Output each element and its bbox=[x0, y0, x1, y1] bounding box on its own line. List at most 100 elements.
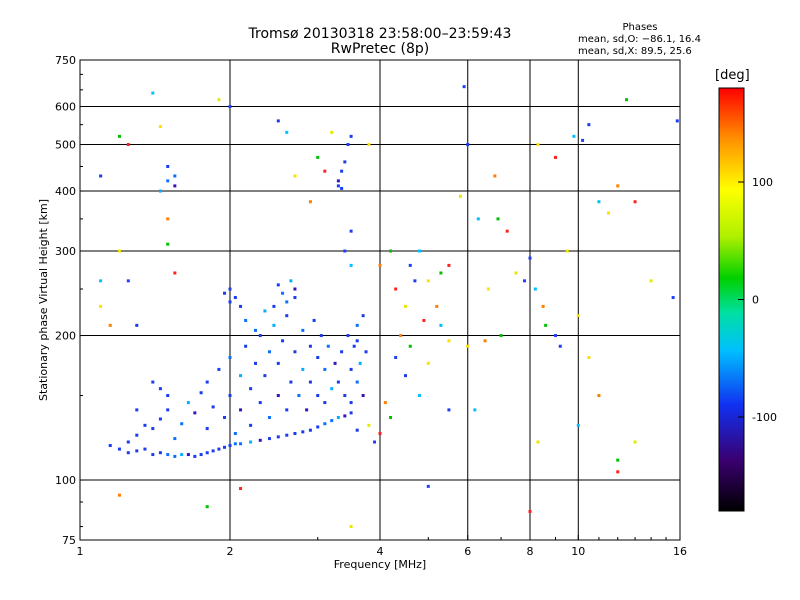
data-point bbox=[361, 394, 365, 398]
data-point bbox=[217, 367, 221, 371]
phase-stats-o-mode: mean, sd,O: −86.1, 16.4 bbox=[578, 34, 701, 45]
data-point bbox=[447, 339, 451, 343]
data-point bbox=[272, 304, 276, 308]
data-point bbox=[239, 304, 243, 308]
data-point bbox=[173, 437, 177, 441]
data-point bbox=[186, 401, 190, 405]
data-point bbox=[199, 391, 203, 395]
data-point bbox=[126, 279, 130, 283]
data-point bbox=[258, 401, 262, 405]
data-point bbox=[166, 179, 170, 183]
data-point bbox=[285, 300, 289, 304]
data-point bbox=[597, 394, 601, 398]
data-point bbox=[330, 419, 334, 423]
data-point bbox=[349, 229, 353, 233]
data-point bbox=[358, 361, 362, 365]
data-point bbox=[352, 344, 356, 348]
data-point bbox=[173, 184, 177, 188]
data-point bbox=[633, 200, 637, 204]
data-point bbox=[349, 263, 353, 267]
data-point bbox=[228, 355, 232, 359]
colorbar-ticks: 100 0 -100 bbox=[738, 176, 777, 424]
data-point bbox=[316, 394, 320, 398]
data-point bbox=[166, 242, 170, 246]
data-point bbox=[186, 453, 190, 457]
data-point bbox=[553, 155, 557, 159]
data-point bbox=[223, 291, 227, 295]
data-point bbox=[403, 304, 407, 308]
y-tick-label: 100 bbox=[55, 474, 76, 487]
data-point bbox=[514, 271, 518, 275]
data-point bbox=[553, 334, 557, 338]
colorbar-tick-label: -100 bbox=[752, 411, 777, 424]
data-point bbox=[576, 314, 580, 318]
data-point bbox=[126, 440, 130, 444]
data-point bbox=[143, 447, 147, 451]
data-point bbox=[249, 387, 253, 391]
data-point bbox=[117, 249, 121, 253]
data-point bbox=[361, 314, 365, 318]
data-point bbox=[166, 408, 170, 412]
data-point bbox=[349, 411, 353, 415]
data-point bbox=[151, 91, 155, 95]
x-tick-label: 2 bbox=[227, 545, 234, 558]
data-point bbox=[349, 401, 353, 405]
data-point bbox=[417, 394, 421, 398]
data-point bbox=[394, 355, 398, 359]
x-tick-label: 10 bbox=[571, 545, 585, 558]
data-point bbox=[285, 130, 289, 134]
data-point bbox=[293, 350, 297, 354]
data-point bbox=[249, 440, 253, 444]
data-point bbox=[239, 442, 243, 446]
data-point bbox=[336, 184, 340, 188]
data-point bbox=[158, 189, 162, 193]
data-point bbox=[565, 249, 569, 253]
data-point bbox=[233, 432, 237, 436]
y-tick-label: 300 bbox=[55, 245, 76, 258]
data-point bbox=[293, 296, 297, 300]
data-point bbox=[536, 143, 540, 147]
axis-ticks: 1 2 4 6 8 10 16 75 100 200 300 400 500 600 750 bbox=[55, 54, 687, 558]
x-tick-label: 6 bbox=[464, 545, 471, 558]
data-point bbox=[285, 433, 289, 437]
data-point bbox=[126, 451, 130, 455]
data-point bbox=[293, 174, 297, 178]
data-point bbox=[166, 164, 170, 168]
data-point bbox=[281, 291, 285, 295]
data-point bbox=[263, 374, 267, 378]
data-point bbox=[576, 423, 580, 427]
colorbar-tick-label: 0 bbox=[752, 294, 759, 307]
data-point bbox=[151, 427, 155, 431]
data-point bbox=[199, 453, 203, 457]
data-point bbox=[558, 344, 562, 348]
data-point bbox=[158, 451, 162, 455]
data-point bbox=[499, 334, 503, 338]
data-point bbox=[253, 361, 257, 365]
data-point bbox=[323, 401, 327, 405]
data-point bbox=[447, 263, 451, 267]
data-point bbox=[523, 279, 527, 283]
data-point bbox=[205, 380, 209, 384]
data-point bbox=[316, 355, 320, 359]
data-point bbox=[323, 367, 327, 371]
data-point bbox=[355, 428, 359, 432]
data-point bbox=[346, 334, 350, 338]
data-point bbox=[258, 438, 262, 442]
data-point bbox=[333, 361, 337, 365]
data-point bbox=[486, 287, 490, 291]
data-point bbox=[355, 380, 359, 384]
data-point bbox=[108, 323, 112, 327]
data-point bbox=[408, 263, 412, 267]
data-point bbox=[281, 339, 285, 343]
data-point bbox=[143, 423, 147, 427]
data-point bbox=[308, 380, 312, 384]
data-point bbox=[323, 169, 327, 173]
data-point bbox=[343, 160, 347, 164]
data-point bbox=[308, 200, 312, 204]
data-point bbox=[367, 423, 371, 427]
data-point bbox=[403, 374, 407, 378]
data-point bbox=[349, 367, 353, 371]
data-point bbox=[285, 314, 289, 318]
data-point bbox=[173, 454, 177, 458]
data-point bbox=[211, 449, 215, 453]
